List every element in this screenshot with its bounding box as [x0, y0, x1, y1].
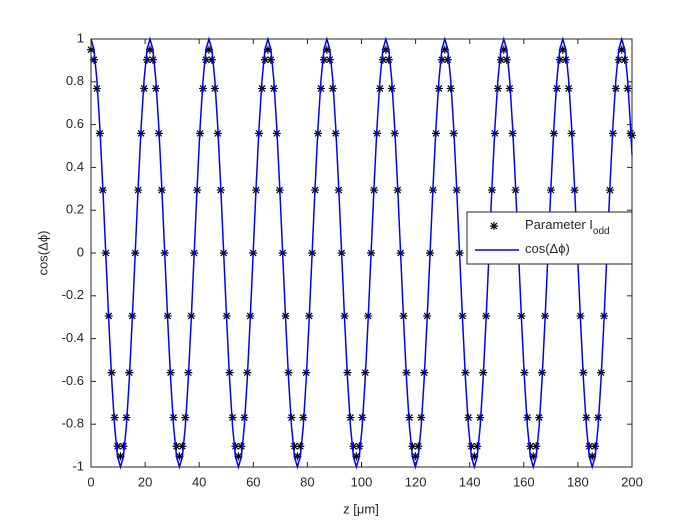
y-tick-label: 0.8 — [66, 73, 84, 88]
y-tick-label: 0.4 — [66, 159, 84, 174]
marker — [499, 45, 508, 54]
marker — [119, 442, 128, 451]
marker — [561, 55, 570, 64]
marker — [467, 442, 476, 451]
marker — [470, 452, 479, 461]
x-tick-label: 20 — [138, 474, 152, 489]
x-tick-label: 60 — [246, 474, 260, 489]
marker — [145, 45, 154, 54]
marker — [175, 452, 184, 461]
marker — [172, 442, 181, 451]
marker — [143, 55, 152, 64]
marker — [585, 442, 594, 451]
marker — [502, 55, 511, 64]
marker — [204, 45, 213, 54]
x-tick-label: 160 — [513, 474, 535, 489]
marker — [381, 45, 390, 54]
marker — [496, 55, 505, 64]
y-axis-label: cos(Δϕ) — [35, 231, 50, 276]
y-tick-label: -0.6 — [62, 373, 84, 388]
y-tick-label: -0.4 — [62, 330, 84, 345]
marker — [260, 55, 269, 64]
marker — [591, 442, 600, 451]
marker — [411, 452, 420, 461]
y-tick-label: -0.8 — [62, 416, 84, 431]
y-tick-label: -0.2 — [62, 287, 84, 302]
x-tick-label: 140 — [459, 474, 481, 489]
x-tick-label: 0 — [87, 474, 94, 489]
legend-label: cos(Δϕ) — [525, 241, 570, 256]
marker — [588, 452, 597, 461]
marker — [290, 442, 299, 451]
legend-marker — [490, 222, 498, 230]
legend-label-subscript: odd — [593, 226, 610, 237]
y-tick-label: 0.6 — [66, 116, 84, 131]
y-tick-label: -1 — [72, 458, 84, 473]
marker — [319, 55, 328, 64]
marker — [201, 55, 210, 64]
marker — [352, 452, 361, 461]
marker — [378, 55, 387, 64]
marker — [207, 55, 216, 64]
marker — [408, 442, 417, 451]
x-tick-label: 200 — [621, 474, 643, 489]
marker — [414, 442, 423, 451]
marker — [384, 55, 393, 64]
marker — [322, 45, 331, 54]
marker — [113, 442, 122, 451]
marker — [293, 452, 302, 461]
marker — [296, 442, 305, 451]
marker — [148, 55, 157, 64]
marker — [440, 45, 449, 54]
marker — [263, 45, 272, 54]
marker — [558, 45, 567, 54]
marker — [532, 442, 541, 451]
marker — [116, 452, 125, 461]
marker — [237, 442, 246, 451]
marker — [617, 45, 626, 54]
marker — [266, 55, 275, 64]
legend-box — [466, 211, 633, 265]
legend-label: Parameter Iodd — [525, 217, 610, 236]
marker — [529, 452, 538, 461]
marker — [349, 442, 358, 451]
marker — [473, 442, 482, 451]
marker — [234, 452, 243, 461]
marker — [178, 442, 187, 451]
y-tick-label: 1 — [77, 30, 84, 45]
marker — [620, 55, 629, 64]
marker — [437, 55, 446, 64]
marker — [555, 55, 564, 64]
x-tick-label: 80 — [300, 474, 314, 489]
marker — [231, 442, 240, 451]
x-tick-label: 100 — [351, 474, 373, 489]
x-axis-label: z [μm] — [343, 501, 379, 516]
marker — [526, 442, 535, 451]
x-tick-label: 40 — [192, 474, 206, 489]
y-tick-label: 0.2 — [66, 202, 84, 217]
marker — [325, 55, 334, 64]
legend-label-text: cos(Δϕ) — [525, 241, 570, 256]
marker — [443, 55, 452, 64]
legend-label-text: Parameter I — [525, 217, 593, 232]
x-tick-label: 180 — [567, 474, 589, 489]
marker — [89, 55, 98, 64]
x-tick-label: 120 — [405, 474, 427, 489]
marker — [614, 55, 623, 64]
marker — [355, 442, 364, 451]
y-tick-label: 0 — [77, 244, 84, 259]
series-line — [90, 36, 633, 470]
